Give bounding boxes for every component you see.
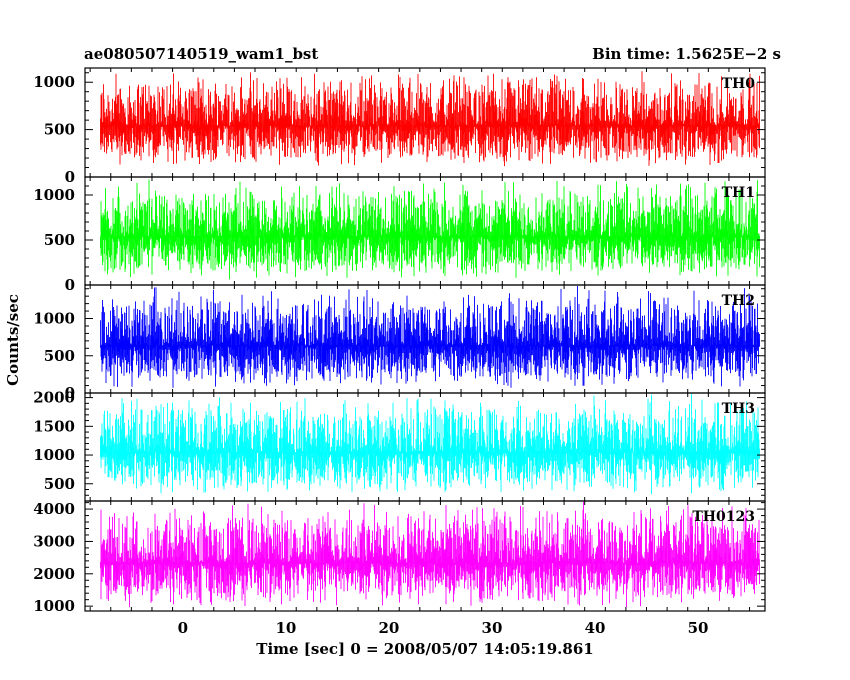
y-tick-label: 2000 bbox=[33, 389, 75, 407]
series-th2-trace bbox=[100, 286, 760, 388]
y-tick-label: 1000 bbox=[33, 446, 75, 464]
panel-th1: 0 500 1000 TH1 bbox=[33, 176, 766, 294]
y-tick-label: 1000 bbox=[33, 310, 75, 328]
x-tick-label: 30 bbox=[482, 619, 503, 637]
y-tick-label: 1000 bbox=[33, 597, 75, 615]
panel-label: TH0123 bbox=[692, 509, 755, 525]
x-tick-label: 40 bbox=[585, 619, 606, 637]
panel-th3: 500 1000 1500 2000 TH3 bbox=[33, 389, 766, 502]
y-tick-label: 1500 bbox=[33, 417, 75, 435]
series-th3-trace bbox=[100, 393, 760, 495]
series-th0-trace bbox=[100, 71, 760, 167]
panel-label: TH1 bbox=[722, 185, 755, 201]
x-tick-label: 0 bbox=[178, 619, 188, 637]
y-tick-label: 500 bbox=[44, 347, 75, 365]
y-tick-label: 1000 bbox=[33, 73, 75, 91]
y-tick-label: 1000 bbox=[33, 186, 75, 204]
y-tick-label: 4000 bbox=[33, 500, 75, 518]
x-tick-label: 10 bbox=[275, 619, 296, 637]
panel-th2: 0 500 1000 TH2 bbox=[33, 284, 766, 402]
panels: 0 500 1000 TH0 0 500 1000 TH1 0 500 1000 TH2 500 1000… bbox=[33, 67, 766, 615]
y-tick-label: 500 bbox=[44, 121, 75, 139]
y-tick-label: 500 bbox=[44, 231, 75, 249]
panel-frame bbox=[84, 500, 766, 612]
x-tick-label: 20 bbox=[379, 619, 400, 637]
panel-th0: 0 500 1000 TH0 bbox=[33, 67, 766, 186]
y-tick-label: 0 bbox=[65, 276, 75, 294]
y-tick-label: 0 bbox=[65, 384, 75, 402]
x-axis-title: Time [sec] 0 = 2008/05/07 14:05:19.861 bbox=[256, 640, 593, 658]
y-tick-label: 0 bbox=[65, 168, 75, 186]
y-axis-title: Counts/sec bbox=[4, 294, 22, 386]
x-axis: 0 10 20 30 40 50 bbox=[178, 619, 709, 637]
y-tick-label: 500 bbox=[44, 475, 75, 493]
x-tick-label: 50 bbox=[688, 619, 709, 637]
header-left-title: ae080507140519_wam1_bst bbox=[84, 45, 318, 63]
y-tick-label: 2000 bbox=[33, 565, 75, 583]
y-tick-label: 3000 bbox=[33, 532, 75, 550]
panel-label: TH3 bbox=[722, 401, 755, 417]
panel-label: TH0 bbox=[722, 76, 756, 92]
header-right-title: Bin time: 1.5625E−2 s bbox=[592, 45, 781, 63]
panel-th0123: 1000 2000 3000 4000 TH0123 bbox=[33, 500, 766, 615]
series-th1-trace bbox=[100, 179, 760, 280]
series-th0123-trace bbox=[100, 501, 760, 608]
panel-label: TH2 bbox=[722, 293, 755, 309]
